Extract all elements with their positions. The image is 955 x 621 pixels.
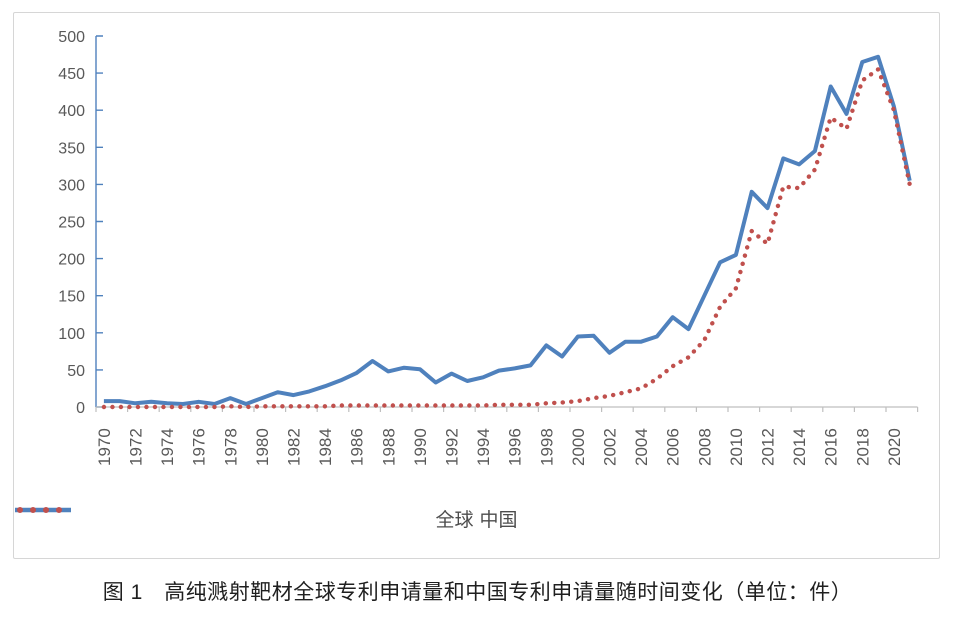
x-tick-label: 2018 bbox=[853, 428, 872, 466]
x-tick-label: 1980 bbox=[253, 428, 272, 466]
x-tick-label: 2020 bbox=[885, 428, 904, 466]
x-tick-label: 1998 bbox=[537, 428, 556, 466]
y-tick-label: 200 bbox=[58, 252, 85, 269]
x-tick-label: 1990 bbox=[411, 428, 430, 466]
x-tick-label: 2010 bbox=[727, 428, 746, 466]
x-tick-label: 1984 bbox=[316, 428, 335, 466]
legend-label-global: 全球 bbox=[435, 510, 474, 531]
x-tick-label: 1970 bbox=[95, 428, 114, 466]
x-tick-label: 1996 bbox=[506, 428, 525, 466]
x-tick-label: 1992 bbox=[443, 428, 462, 466]
legend-item-global: 全球 bbox=[15, 505, 474, 532]
y-tick-label: 0 bbox=[76, 400, 85, 417]
y-tick-label: 400 bbox=[58, 103, 85, 120]
x-tick-label: 1976 bbox=[190, 428, 209, 466]
series-line-global bbox=[103, 54, 912, 406]
x-tick-label: 1982 bbox=[285, 428, 304, 466]
y-tick-label: 250 bbox=[58, 215, 85, 232]
legend-label-china: 中国 bbox=[479, 510, 518, 531]
x-tick-label: 2002 bbox=[601, 428, 620, 466]
y-tick-label: 500 bbox=[58, 29, 85, 46]
x-tick-label: 1978 bbox=[221, 428, 240, 466]
legend-item-china: 中国 bbox=[17, 505, 518, 532]
y-tick-label: 150 bbox=[58, 289, 85, 306]
y-tick-label: 100 bbox=[58, 326, 85, 343]
chart-legend: 全球 中国 bbox=[14, 505, 939, 532]
x-tick-label: 2000 bbox=[569, 428, 588, 466]
y-tick-label: 450 bbox=[58, 66, 85, 83]
y-tick-label: 50 bbox=[67, 363, 85, 380]
legend-dotted-line-swatch bbox=[17, 507, 62, 513]
x-tick-label: 1986 bbox=[348, 428, 367, 466]
x-tick-label: 2008 bbox=[695, 428, 714, 466]
y-axis bbox=[95, 35, 103, 408]
x-tick-label: 2006 bbox=[664, 428, 683, 466]
figure-caption: 图 1 高纯溅射靶材全球专利申请量和中国专利申请量随时间变化（单位：件） bbox=[102, 581, 853, 604]
x-tick-label: 2014 bbox=[790, 428, 809, 466]
x-axis bbox=[95, 406, 919, 412]
x-tick-label: 1974 bbox=[158, 428, 177, 466]
series-line-china bbox=[101, 67, 912, 410]
y-tick-label: 350 bbox=[58, 140, 85, 157]
x-tick-label: 2012 bbox=[759, 428, 778, 466]
x-tick-label: 2016 bbox=[822, 428, 841, 466]
x-tick-label: 1972 bbox=[127, 428, 146, 466]
x-tick-label: 2004 bbox=[632, 428, 651, 466]
chart-frame: 0 50 100 150 200 250 300 350 400 450 500 1970 1972 19… bbox=[13, 12, 940, 559]
x-tick-label: 1994 bbox=[474, 428, 493, 466]
y-tick-label: 300 bbox=[58, 177, 85, 194]
x-tick-label: 1988 bbox=[379, 428, 398, 466]
patent-trend-chart: 0 50 100 150 200 250 300 350 400 450 500 1970 1972 19… bbox=[58, 29, 919, 466]
